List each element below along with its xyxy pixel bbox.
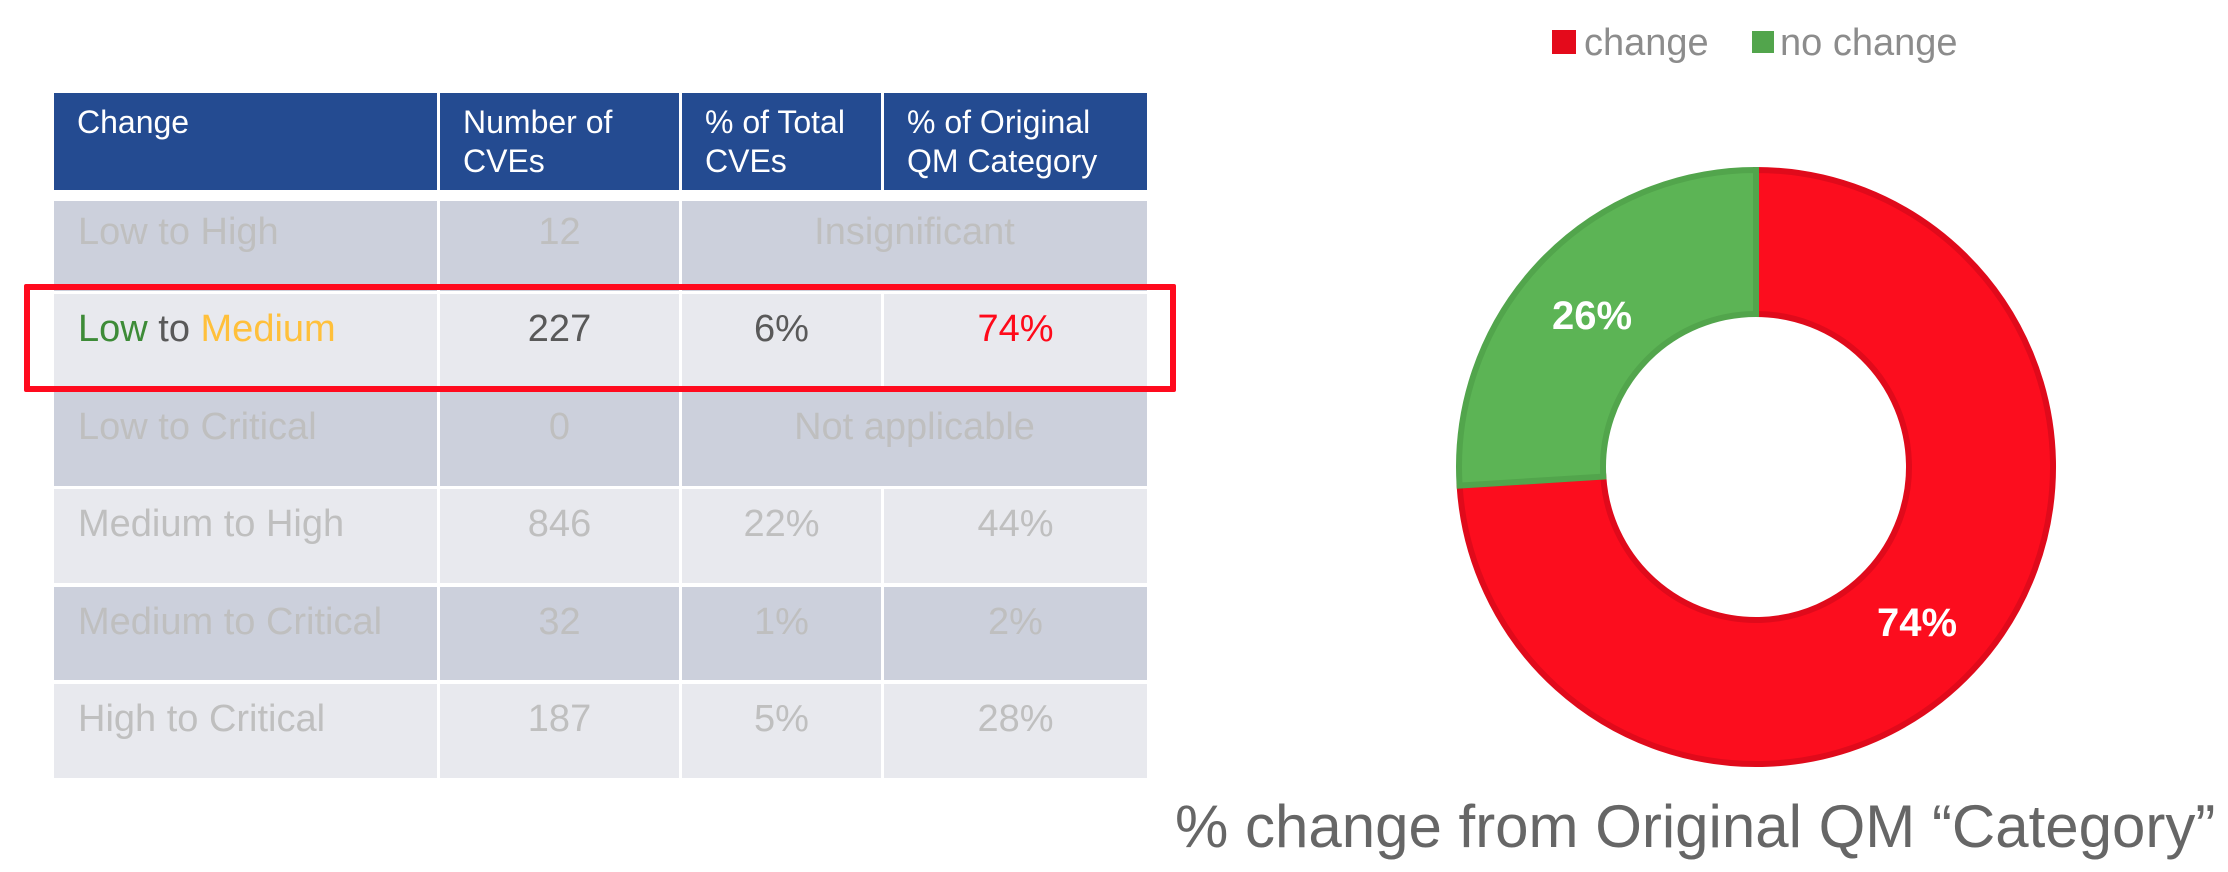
table-row-3-merged-note: Not applicable	[682, 392, 1147, 486]
legend-swatch-no-change	[1752, 31, 1774, 53]
donut-label-no-change: 26%	[1552, 294, 1633, 338]
table-row-2-pct-total: 6%	[682, 294, 881, 388]
severity-to: to	[147, 308, 201, 350]
donut-label-change: 74%	[1877, 601, 1958, 645]
table-row-1-merged-note: Insignificant	[682, 201, 1147, 291]
table-row-1-change: Low to High	[54, 201, 437, 291]
legend-swatch-change	[1552, 30, 1576, 54]
table-row-4-pct-total: 22%	[682, 489, 881, 583]
table-row-5-pct-original: 2%	[884, 587, 1147, 680]
table-row-6-pct-original: 28%	[884, 684, 1147, 778]
table-row-3-change: Low to Critical	[54, 392, 437, 486]
table-row-5-change: Medium to Critical	[54, 587, 437, 680]
table-row-5-pct-total: 1%	[682, 587, 881, 680]
header-number-line2: CVEs	[463, 143, 545, 179]
table-row-6-number: 187	[440, 684, 679, 778]
table-row-5-number: 32	[440, 587, 679, 680]
header-pct-total-line2: CVEs	[705, 143, 787, 179]
table-row-4-pct-original: 44%	[884, 489, 1147, 583]
header-change-label: Change	[77, 104, 190, 140]
header-pct-total-line1: % of Total	[705, 104, 845, 140]
header-pct-original: % of Original QM Category	[884, 93, 1147, 190]
highlight-box	[24, 284, 1176, 392]
table-row-3-number: 0	[440, 392, 679, 486]
severity-low: Low	[78, 308, 148, 350]
header-number-line1: Number of	[463, 104, 613, 140]
header-change: Change	[54, 93, 437, 190]
table-row-4-number: 846	[440, 489, 679, 583]
table-row-6-pct-total: 5%	[682, 684, 881, 778]
severity-medium: Medium	[200, 308, 336, 350]
legend-label-change: change	[1584, 22, 1709, 64]
table-row-4-change: Medium to High	[54, 489, 437, 583]
header-pct-total: % of Total CVEs	[682, 93, 881, 190]
table-row-6-change: High to Critical	[54, 684, 437, 778]
table-row-2-number: 227	[440, 294, 679, 388]
table-row-2-change: Low to Medium	[54, 294, 437, 388]
table-row-2-pct-original: 74%	[884, 294, 1147, 388]
table-row-1-number: 12	[440, 201, 679, 291]
header-pct-original-line2: QM Category	[907, 143, 1098, 179]
chart-title: % change from Original QM “Category”	[1175, 793, 2216, 860]
header-number-of-cves: Number of CVEs	[440, 93, 679, 190]
donut-slice-change	[1456, 166, 2056, 767]
header-pct-original-line1: % of Original	[907, 104, 1091, 140]
legend-label-no-change: no change	[1780, 22, 1958, 64]
